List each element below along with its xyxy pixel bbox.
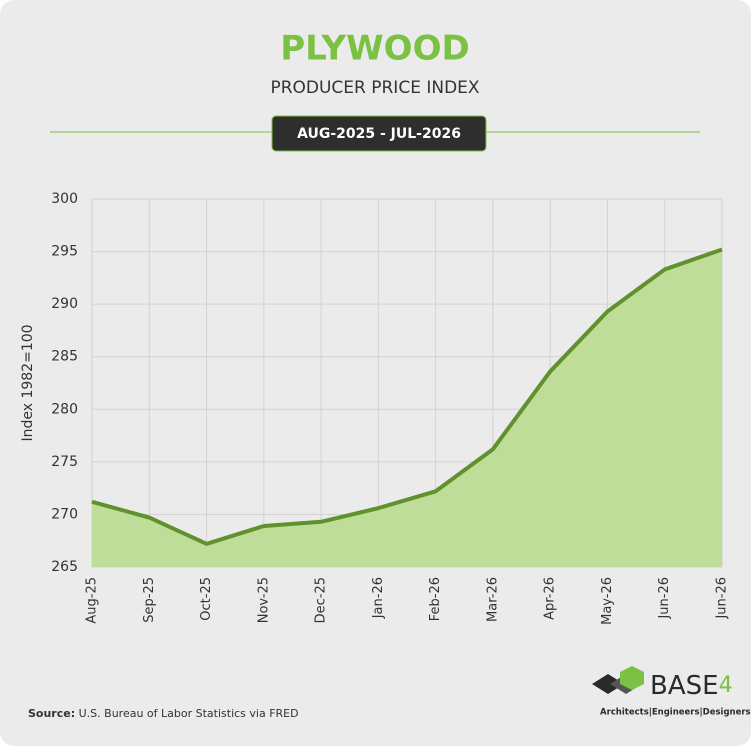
logo: BASE4 Architects|Engineers|Designers xyxy=(592,666,751,718)
logo-accent: 4 xyxy=(719,673,733,698)
area xyxy=(92,249,722,567)
x-tick-label: Nov-25 xyxy=(256,577,271,623)
x-tick-label: Jan-26 xyxy=(371,577,386,619)
x-tick-label: Dec-25 xyxy=(314,577,329,623)
y-tick-label: 275 xyxy=(51,454,78,470)
line xyxy=(91,247,723,546)
x-tick-label: Sep-25 xyxy=(142,577,157,623)
y-tick-label: 290 xyxy=(51,296,78,312)
x-tick-label: May-26 xyxy=(600,577,615,625)
date-badge xyxy=(271,115,487,152)
chart-subtitle: PRODUCER PRICE INDEX xyxy=(270,78,479,98)
x-tick-label: Mar-26 xyxy=(485,577,500,622)
plot: 265 270 275 280 285 290 295 300 Aug-25 Sep-25 Oct-… xyxy=(51,191,729,625)
y-tick-label: 285 xyxy=(51,349,78,365)
logo-text: BASE xyxy=(650,671,719,701)
x-tick-label: Oct-25 xyxy=(199,577,214,621)
logo-name: BASE4 xyxy=(650,671,733,701)
y-tick-label: 280 xyxy=(51,401,78,417)
source-label: Source: xyxy=(28,707,75,720)
y-tick-label: 295 xyxy=(51,244,78,260)
date-range: AUG-2025 - JUL-2026 xyxy=(297,126,461,142)
logo-shape xyxy=(620,666,644,690)
source: Source: U.S. Bureau of Labor Statistics … xyxy=(28,707,299,720)
x-tick-label: Apr-26 xyxy=(543,577,558,620)
source-text: U.S. Bureau of Labor Statistics via FRED xyxy=(79,707,299,720)
x-tick-label: Aug-25 xyxy=(85,577,100,624)
x-tick-label: Jun-26 xyxy=(657,577,672,620)
x-tick-label: Feb-26 xyxy=(428,577,443,621)
y-tick-label: 265 xyxy=(51,559,78,575)
logo-shape xyxy=(592,674,624,694)
x-tick-label: Jun-26 xyxy=(715,577,730,620)
y-axis-label: Index 1982=100 xyxy=(20,324,36,441)
logo-tagline: Architects|Engineers|Designers xyxy=(600,708,751,718)
y-tick-label: 270 xyxy=(51,506,78,522)
chart-title: PLYWOOD xyxy=(280,29,469,69)
y-tick-label: 300 xyxy=(51,191,78,207)
